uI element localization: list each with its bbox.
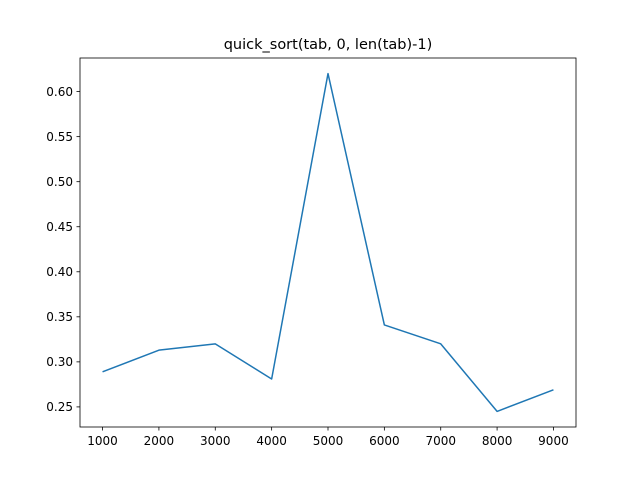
x-tick-label: 4000 [256,434,287,448]
y-tick-label: 0.45 [46,220,73,234]
y-axis: 0.25 0.30 0.35 0.40 0.45 0.50 0.55 0.60 [46,85,80,414]
x-tick-label: 2000 [144,434,175,448]
x-tick-label: 1000 [87,434,118,448]
y-tick-label: 0.40 [46,265,73,279]
x-tick-label: 9000 [538,434,569,448]
y-tick-label: 0.30 [46,355,73,369]
y-tick-label: 0.50 [46,175,73,189]
x-tick-label: 5000 [313,434,344,448]
y-tick-label: 0.60 [46,85,73,99]
x-tick-label: 6000 [369,434,400,448]
x-tick-label: 3000 [200,434,231,448]
x-axis: 1000 2000 3000 4000 5000 6000 7000 8000 9000 [87,427,569,448]
chart-title: quick_sort(tab, 0, len(tab)-1) [224,37,433,53]
y-tick-label: 0.35 [46,310,73,324]
series-line-quick_sort [102,72,554,413]
x-tick-label: 8000 [482,434,513,448]
x-tick-label: 7000 [425,434,456,448]
plot-area [79,57,577,428]
y-tick-label: 0.55 [46,130,73,144]
axes-frame [79,57,577,428]
y-tick-label: 0.25 [46,400,73,414]
